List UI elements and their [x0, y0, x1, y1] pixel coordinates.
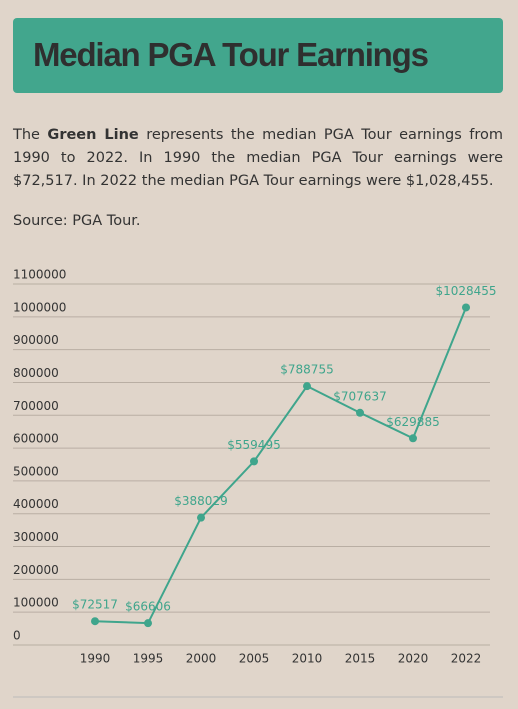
- x-tick-label: 2022: [451, 652, 482, 666]
- page-title: Median PGA Tour Earnings: [33, 36, 429, 73]
- y-tick-label: 1000000: [13, 300, 66, 314]
- data-label: $388029: [174, 494, 227, 508]
- y-tick-label: 100000: [13, 596, 59, 610]
- data-label: $72517: [72, 598, 118, 612]
- description-lead: The: [13, 127, 40, 143]
- y-tick-label: 900000: [13, 333, 59, 347]
- data-label: $788755: [280, 363, 333, 377]
- x-tick-label: 1995: [133, 652, 164, 666]
- x-tick-label: 1990: [80, 652, 111, 666]
- y-tick-label: 800000: [13, 366, 59, 380]
- data-point: [197, 513, 205, 522]
- data-point: [144, 619, 152, 628]
- data-point: [250, 457, 258, 466]
- source: Source: PGA Tour.: [13, 213, 141, 229]
- data-point: [409, 434, 417, 443]
- data-point: [91, 617, 99, 626]
- x-tick-label: 2010: [292, 652, 323, 666]
- data-label: $707637: [333, 389, 386, 403]
- description-rest: represents the median PGA Tour earnings …: [13, 127, 504, 189]
- data-point: [462, 303, 470, 312]
- description-highlight: Green Line: [47, 127, 139, 143]
- description: The Green Line represents the median PGA…: [13, 124, 503, 193]
- x-tick-label: 2005: [239, 652, 270, 666]
- data-point: [303, 382, 311, 391]
- data-label: $1028455: [435, 284, 496, 298]
- header: Median PGA Tour Earnings: [13, 18, 503, 93]
- y-tick-label: 300000: [13, 530, 59, 544]
- x-tick-label: 2020: [398, 652, 429, 666]
- data-line: [94, 307, 467, 625]
- y-tick-label: 700000: [13, 399, 59, 413]
- data-label: $66606: [125, 600, 171, 614]
- y-tick-label: 200000: [13, 563, 59, 577]
- x-tick-label: 2015: [345, 652, 376, 666]
- y-tick-label: 600000: [13, 432, 59, 446]
- y-tick-label: 1100000: [13, 268, 66, 282]
- x-tick-label: 2000: [186, 652, 217, 666]
- data-point: [356, 408, 364, 417]
- data-label: $559495: [227, 438, 280, 452]
- y-tick-label: 0: [13, 629, 21, 643]
- y-tick-label: 500000: [13, 464, 59, 478]
- data-label: $629885: [386, 415, 439, 429]
- y-tick-label: 400000: [13, 497, 59, 511]
